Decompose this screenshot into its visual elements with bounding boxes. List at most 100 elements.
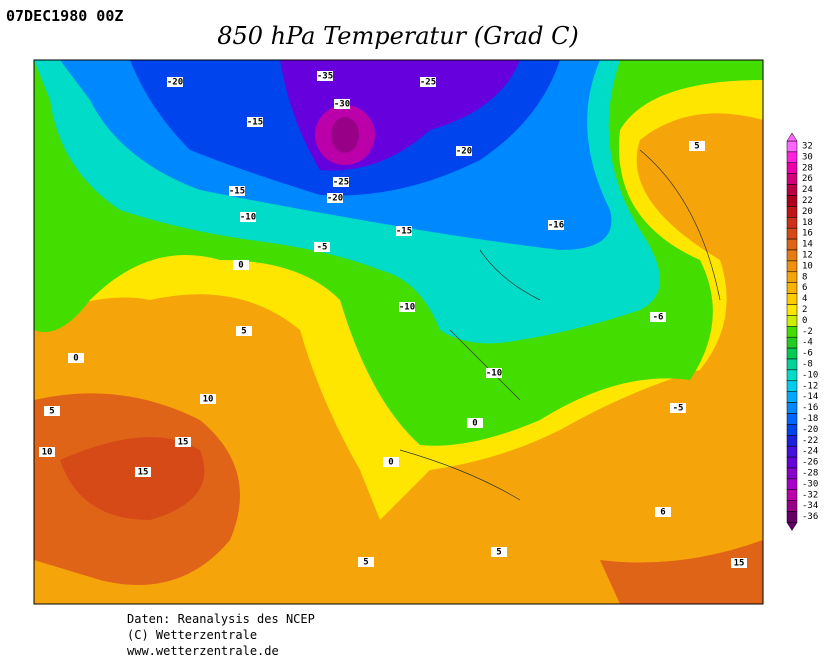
colorbar-swatch (786, 140, 798, 153)
colorbar-label: -24 (802, 447, 818, 457)
contour-label: -10 (399, 303, 415, 313)
colorbar-swatch (786, 467, 798, 480)
contour-label-box (247, 117, 263, 127)
colorbar-swatch (786, 413, 798, 425)
contour-label: 10 (203, 395, 214, 405)
contour-label-box (467, 418, 483, 428)
contour-labels: -20 -35 -25 -30 -15 -20 -25 -20 -15 -10 -15 -16 -5 0 5… (39, 71, 747, 569)
colorbar-swatch (786, 227, 798, 240)
colorbar-label: -14 (802, 392, 818, 402)
contour-label: -20 (327, 194, 343, 204)
colorbar-swatch (786, 271, 798, 283)
colorbar-label: 0 (802, 316, 807, 326)
contour-label: -5 (673, 404, 684, 414)
contour-label-box (314, 242, 330, 252)
colorbar-label: 6 (802, 283, 807, 293)
colorbar-label: -32 (802, 490, 818, 500)
contour-label: 5 (241, 327, 246, 337)
colorbar-label: -18 (802, 414, 818, 424)
contour-label-box (236, 326, 252, 336)
colorbar-label: 30 (802, 152, 813, 162)
colorbar-swatch (786, 478, 798, 491)
contour-label: 10 (42, 448, 53, 458)
contour-label-box (650, 312, 666, 322)
contour-label-box (229, 186, 245, 196)
colorbar-label: 8 (802, 272, 807, 282)
contour-label: 0 (472, 419, 477, 429)
contour-label-box (689, 141, 705, 151)
colorbar-swatch (786, 151, 798, 164)
colorbar-swatch (786, 217, 798, 229)
colorbar-label: 12 (802, 251, 813, 261)
colorbar-swatch (786, 304, 798, 316)
colorbar-label: -36 (802, 512, 818, 522)
colorbar-swatch (786, 435, 798, 447)
contour-label-box (167, 77, 183, 87)
contour-label-box (731, 558, 747, 568)
colorbar-swatch (786, 424, 798, 436)
contour-label-box (327, 193, 343, 203)
colorbar-label: -16 (802, 403, 818, 413)
colorbar-swatch (786, 347, 798, 360)
colorbar-swatch (786, 206, 798, 218)
contour-label: -15 (229, 187, 245, 197)
contour-label-box (655, 507, 671, 517)
colorbar-swatch (786, 500, 798, 512)
colorbar-label: -30 (802, 479, 818, 489)
colorbar-label: 14 (802, 240, 813, 250)
contour-label-box (399, 302, 415, 312)
contour-label: 5 (496, 548, 501, 558)
contour-label: -10 (240, 213, 256, 223)
colorbar-label: -2 (802, 327, 813, 337)
contour-label-box (233, 260, 249, 270)
colorbar-label: 16 (802, 229, 813, 239)
colorbar-swatch (786, 358, 798, 371)
contour-label-box (240, 212, 256, 222)
colorbar-swatch (786, 260, 798, 273)
contour-label: 0 (238, 261, 243, 271)
map-field (33, 59, 764, 605)
footer-line: (C) Wetterzentrale (127, 628, 257, 642)
contour-label-box (383, 457, 399, 467)
colorbar-label: 10 (802, 261, 813, 271)
colorbar-bottom-arrow (786, 522, 798, 531)
contour-label: -20 (456, 147, 472, 157)
colorbar-label: 18 (802, 218, 813, 228)
footer-line: Daten: Reanalysis des NCEP (127, 612, 315, 626)
contour-label-box (39, 447, 55, 457)
contour-label: -35 (317, 72, 333, 82)
contour-label: 0 (388, 458, 393, 468)
colorbar-swatch (786, 369, 798, 382)
colorbar-swatch (786, 282, 798, 294)
colorbar-swatch (786, 402, 798, 414)
contour-label: 5 (49, 407, 54, 417)
contour-label: 15 (178, 438, 189, 448)
contour-label-box (420, 77, 436, 87)
contour-label: -15 (396, 227, 412, 237)
colorbar-label: 26 (802, 174, 813, 184)
contour-label: 15 (138, 468, 149, 478)
colorbar-swatch (786, 391, 798, 403)
colorbar-label: -8 (802, 360, 813, 370)
colorbar-label: -22 (802, 436, 818, 446)
contour-label: 0 (73, 354, 78, 364)
colorbar-swatch (786, 380, 798, 392)
colorbar-swatch (786, 511, 798, 523)
contour-label-box (548, 220, 564, 230)
colorbar-swatch (786, 162, 798, 174)
contour-label-box (486, 368, 502, 378)
contour-label: 6 (660, 508, 665, 518)
contour-label-box (44, 406, 60, 416)
date: 07DEC1980 00Z (6, 7, 123, 25)
contour-label-box (358, 557, 374, 567)
colorbar-label: 24 (802, 185, 813, 195)
contour-label: -6 (653, 313, 664, 323)
colorbar-swatch (786, 238, 798, 251)
contour-label-box (200, 394, 216, 404)
colorbar-label: -6 (802, 349, 813, 359)
title: 850 hPa Temperatur (Grad C) (217, 22, 579, 50)
colorbar-label: -4 (802, 338, 813, 348)
contour-label-box (135, 467, 151, 477)
